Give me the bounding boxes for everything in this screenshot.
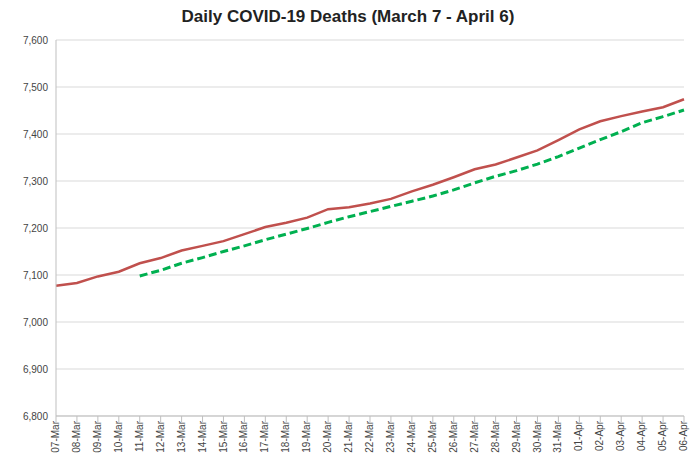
svg-text:13-Mar: 13-Mar — [176, 420, 187, 452]
svg-text:26-Mar: 26-Mar — [448, 420, 459, 452]
svg-text:19-Mar: 19-Mar — [301, 420, 312, 452]
svg-text:09-Mar: 09-Mar — [92, 420, 103, 452]
svg-text:7,500: 7,500 — [23, 82, 48, 93]
svg-text:06-Apr: 06-Apr — [678, 420, 688, 451]
svg-text:23-Mar: 23-Mar — [385, 420, 396, 452]
svg-text:17-Mar: 17-Mar — [259, 420, 270, 452]
svg-text:22-Mar: 22-Mar — [364, 420, 375, 452]
svg-text:21-Mar: 21-Mar — [343, 420, 354, 452]
svg-text:14-Mar: 14-Mar — [197, 420, 208, 452]
svg-text:16-Mar: 16-Mar — [239, 420, 250, 452]
svg-text:11-Mar: 11-Mar — [134, 420, 145, 452]
svg-text:7,600: 7,600 — [23, 35, 48, 46]
svg-text:7,400: 7,400 — [23, 129, 48, 140]
svg-text:10-Mar: 10-Mar — [113, 420, 124, 452]
svg-text:01-Apr: 01-Apr — [573, 420, 584, 451]
svg-text:04-Apr: 04-Apr — [636, 420, 647, 451]
svg-text:20-Mar: 20-Mar — [322, 420, 333, 452]
svg-text:29-Mar: 29-Mar — [511, 420, 522, 452]
svg-text:7,200: 7,200 — [23, 223, 48, 234]
svg-text:27-Mar: 27-Mar — [469, 420, 480, 452]
svg-text:08-Mar: 08-Mar — [71, 420, 82, 452]
svg-text:7,000: 7,000 — [23, 317, 48, 328]
svg-text:05-Apr: 05-Apr — [657, 420, 668, 451]
svg-text:7,100: 7,100 — [23, 270, 48, 281]
svg-text:6,800: 6,800 — [23, 411, 48, 422]
svg-text:30-Mar: 30-Mar — [532, 420, 543, 452]
svg-text:03-Apr: 03-Apr — [615, 420, 626, 451]
svg-text:6,900: 6,900 — [23, 364, 48, 375]
svg-text:15-Mar: 15-Mar — [218, 420, 229, 452]
svg-text:18-Mar: 18-Mar — [280, 420, 291, 452]
svg-text:28-Mar: 28-Mar — [490, 420, 501, 452]
svg-text:12-Mar: 12-Mar — [155, 420, 166, 452]
svg-text:25-Mar: 25-Mar — [427, 420, 438, 452]
svg-text:24-Mar: 24-Mar — [406, 420, 417, 452]
svg-text:02-Apr: 02-Apr — [594, 420, 605, 451]
svg-text:31-Mar: 31-Mar — [553, 420, 564, 452]
svg-text:07-Mar: 07-Mar — [50, 420, 61, 452]
html-text:Daily COVID-19 Deaths (March 7: Daily COVID-19 Deaths (March 7 - April 6… — [181, 7, 515, 26]
svg-text:7,300: 7,300 — [23, 176, 48, 187]
